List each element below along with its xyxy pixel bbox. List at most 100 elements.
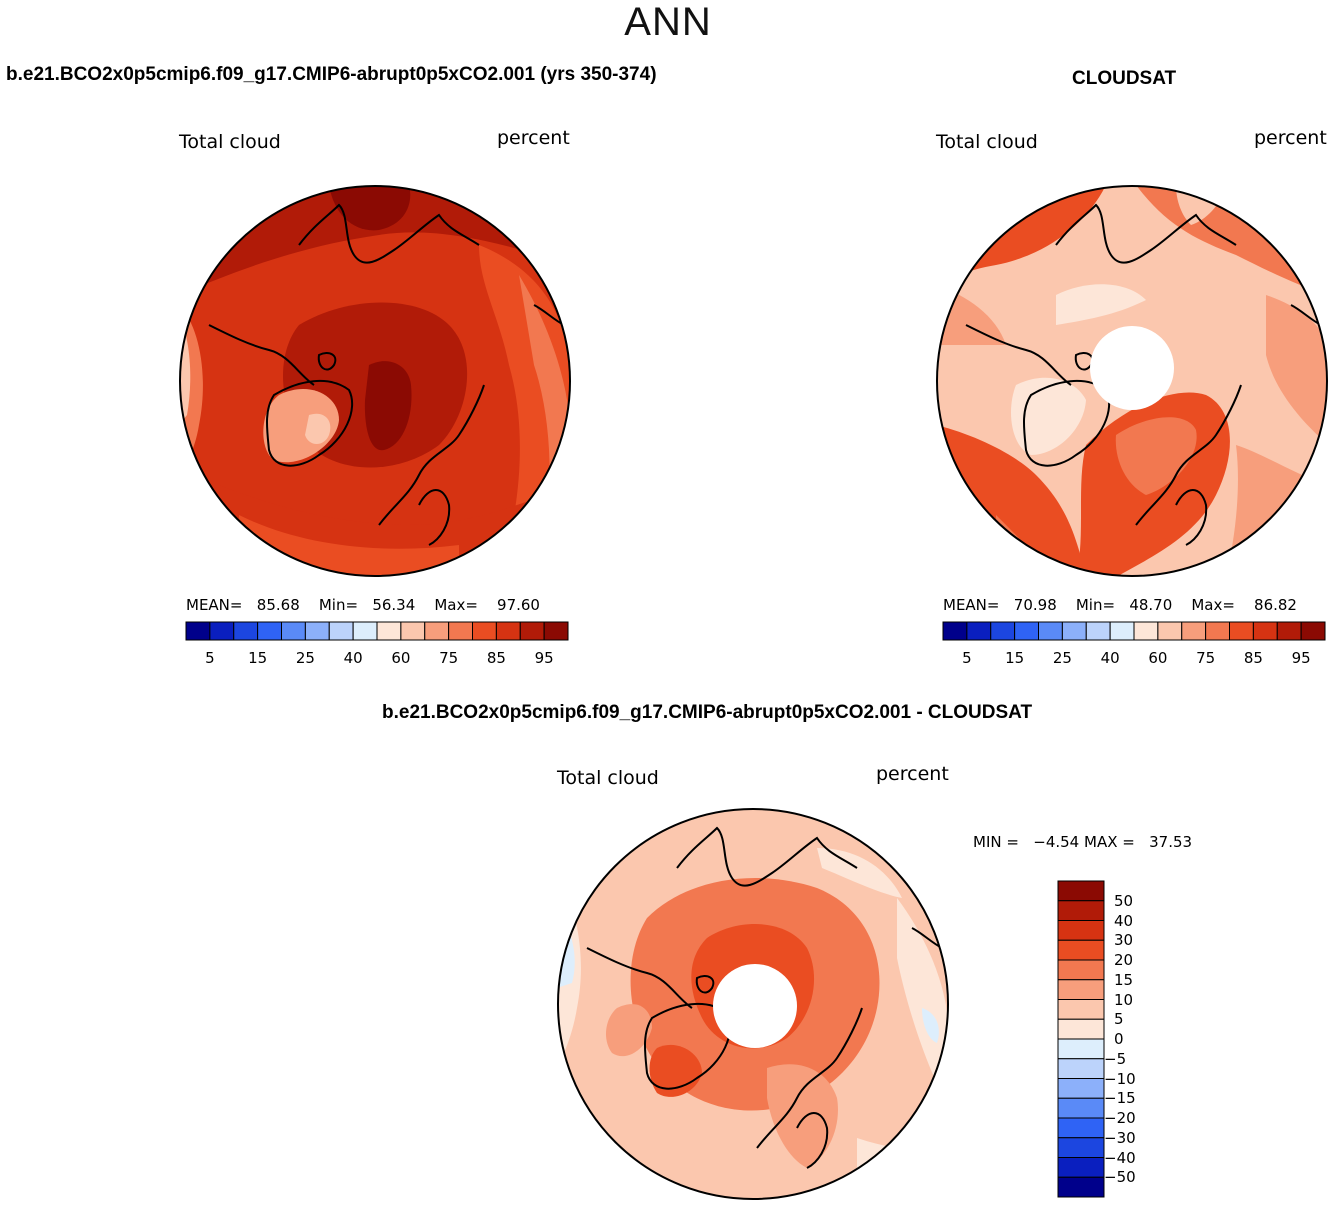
colorbar-swatch	[1057, 880, 1105, 902]
obs-mean-value: 70.98	[1013, 596, 1057, 614]
model-units-label: percent	[497, 127, 570, 149]
obs-colorbar-ticks: 5 15 25 40 60 75 85 95	[943, 649, 1325, 669]
obs-units-label: percent	[1254, 127, 1327, 149]
model-min-label: Min=	[318, 596, 359, 614]
colorbar-tick-label: −10	[1104, 1069, 1136, 1088]
colorbar-swatch	[1057, 1078, 1105, 1099]
colorbar-tick-label: 0	[1114, 1030, 1124, 1048]
colorbar-tick-label: −15	[1104, 1089, 1136, 1108]
colorbar-tick-label: 50	[1114, 891, 1134, 910]
colorbar-swatch	[1057, 1038, 1105, 1060]
colorbar-swatch	[966, 621, 992, 641]
colorbar-swatch	[1057, 1176, 1105, 1198]
colorbar-swatch	[472, 621, 497, 641]
colorbar-tick-label: 20	[1114, 951, 1134, 969]
colorbar-swatch	[1057, 959, 1105, 981]
obs-stats-row: MEAN= 70.98 Min= 48.70 Max= 86.82	[943, 596, 1297, 614]
colorbar-tick-label: −20	[1104, 1109, 1136, 1127]
colorbar-swatch	[1300, 621, 1326, 641]
model-max-value: 97.60	[497, 596, 540, 614]
colorbar-swatch	[257, 621, 283, 641]
diff-colorbar-ticks: 50 40 30 20 15 10 5 0 −5 −10 −15 −20 −30 −40 −50	[1104, 881, 1172, 1197]
colorbar-swatch	[1057, 1137, 1105, 1158]
diff-max-label: MAX =	[1084, 833, 1135, 851]
obs-mean-label: MEAN=	[943, 596, 1000, 614]
colorbar-swatch	[1061, 621, 1087, 641]
obs-min-label: Min=	[1075, 596, 1116, 614]
model-mean-label: MEAN=	[186, 596, 243, 614]
colorbar-swatch	[281, 621, 306, 641]
obs-max-value: 86.82	[1254, 596, 1297, 614]
colorbar-tick-label: 25	[295, 649, 315, 667]
colorbar-tick-label: 95	[534, 649, 554, 667]
colorbar-swatch	[376, 621, 402, 641]
colorbar-tick-label: 30	[1114, 931, 1134, 950]
colorbar-swatch	[1057, 1157, 1105, 1178]
diff-min-label: MIN =	[973, 833, 1019, 851]
obs-colorbar	[942, 621, 1326, 641]
colorbar-swatch	[448, 621, 474, 641]
colorbar-swatch	[1057, 900, 1105, 921]
colorbar-tick-label: 15	[1005, 649, 1025, 667]
colorbar-swatch	[1229, 621, 1254, 641]
colorbar-tick-label: 75	[439, 649, 459, 667]
diff-min-value: −4.54	[1033, 833, 1080, 851]
colorbar-swatch	[1252, 621, 1278, 641]
model-mean-value: 85.68	[256, 596, 300, 614]
diff-colorbar	[1057, 880, 1105, 1198]
colorbar-tick-label: 60	[1148, 649, 1168, 667]
colorbar-tick-label: 40	[1100, 649, 1120, 667]
colorbar-swatch	[519, 621, 545, 641]
colorbar-swatch	[1057, 1097, 1105, 1119]
model-variable-label: Total cloud	[179, 131, 281, 153]
colorbar-swatch	[1057, 939, 1105, 961]
diff-max-value: 37.53	[1149, 833, 1193, 851]
colorbar-tick-label: 60	[391, 649, 411, 667]
colorbar-swatch	[328, 621, 354, 641]
colorbar-swatch	[543, 621, 569, 641]
model-colorbar-ticks: 5 15 25 40 60 75 85 95	[186, 649, 568, 669]
colorbar-tick-label: 10	[1114, 990, 1134, 1009]
colorbar-swatch	[400, 621, 426, 641]
colorbar-swatch	[304, 621, 330, 641]
colorbar-swatch	[1133, 621, 1159, 641]
colorbar-swatch	[1157, 621, 1183, 641]
colorbar-swatch	[1109, 621, 1135, 641]
colorbar-swatch	[942, 621, 968, 641]
colorbar-swatch	[1057, 920, 1105, 941]
colorbar-swatch	[185, 621, 211, 641]
colorbar-tick-label: 15	[1114, 970, 1134, 989]
diff-panel-title: b.e21.BCO2x0p5cmip6.f09_g17.CMIP6-abrupt…	[382, 702, 1033, 723]
colorbar-tick-label: 75	[1196, 649, 1216, 667]
colorbar-swatch	[1057, 979, 1105, 1000]
colorbar-tick-label: 5	[962, 649, 972, 667]
model-min-value: 56.34	[372, 596, 416, 614]
obs-panel-title: CLOUDSAT	[1072, 68, 1177, 89]
colorbar-swatch	[352, 621, 378, 641]
colorbar-swatch	[1085, 621, 1111, 641]
obs-min-value: 48.70	[1129, 596, 1173, 614]
colorbar-swatch	[424, 621, 450, 641]
model-panel-title: b.e21.BCO2x0p5cmip6.f09_g17.CMIP6-abrupt…	[6, 64, 657, 85]
model-stats-row: MEAN= 85.68 Min= 56.34 Max= 97.60	[186, 596, 540, 614]
colorbar-swatch	[233, 621, 259, 641]
season-title: ANN	[624, 0, 712, 44]
colorbar-tick-label: 5	[205, 649, 215, 667]
colorbar-swatch	[209, 621, 235, 641]
colorbar-tick-label: 40	[343, 649, 363, 667]
colorbar-swatch	[1057, 1058, 1105, 1079]
colorbar-swatch	[990, 621, 1016, 641]
colorbar-tick-label: 85	[486, 649, 506, 667]
model-polar-map	[179, 185, 571, 577]
colorbar-swatch	[1057, 999, 1105, 1020]
diff-units-label: percent	[876, 763, 949, 785]
diff-minmax-row: MIN = −4.54 MAX = 37.53	[973, 833, 1192, 851]
colorbar-tick-label: −50	[1104, 1168, 1136, 1187]
obs-max-label: Max=	[1191, 596, 1235, 614]
colorbar-tick-label: −30	[1104, 1128, 1136, 1147]
colorbar-swatch	[1014, 621, 1040, 641]
colorbar-swatch	[1205, 621, 1231, 641]
colorbar-tick-label: 85	[1243, 649, 1263, 667]
colorbar-tick-label: 25	[1052, 649, 1072, 667]
obs-polar-map	[936, 185, 1328, 577]
